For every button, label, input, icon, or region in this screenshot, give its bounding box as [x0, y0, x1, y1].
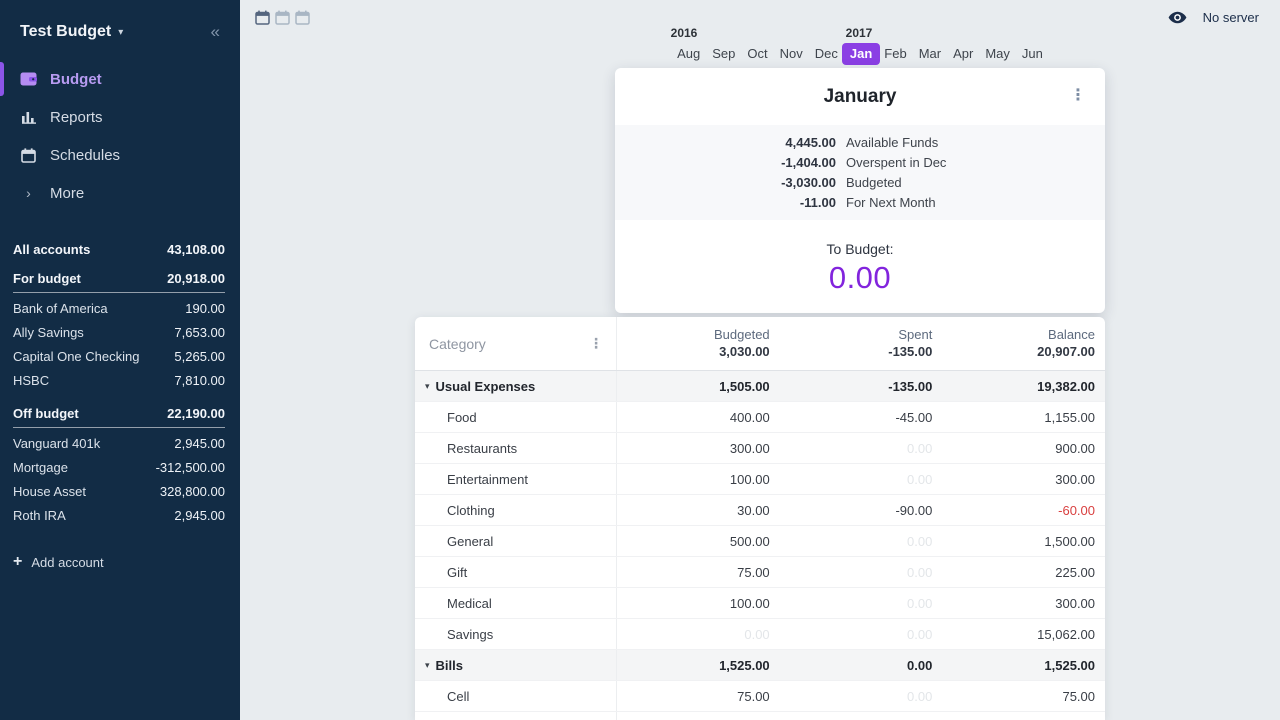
month-apr[interactable]: Apr: [953, 46, 974, 61]
two-month-view-icon[interactable]: [275, 10, 290, 25]
privacy-eye-icon[interactable]: [1168, 11, 1187, 24]
sidebar-item-label: More: [50, 184, 85, 202]
month-summary-card: January ⋮ 4,445.00 Available Funds -1,40…: [615, 68, 1105, 313]
category-row-clothing[interactable]: Clothing 30.00 -90.00 -60.00: [415, 495, 1105, 526]
summary-row-budgeted: -3,030.00 Budgeted: [781, 174, 902, 190]
wallet-icon: [20, 72, 37, 86]
month-menu-kebab-icon[interactable]: ⋮: [1070, 87, 1086, 104]
sidebar-item-budget[interactable]: Budget: [0, 60, 240, 98]
funds-summary: 4,445.00 Available Funds -1,404.00 Overs…: [615, 125, 1105, 220]
category-row-cell[interactable]: Cell 75.00 0.00 75.00: [415, 681, 1105, 712]
one-month-view-icon[interactable]: [255, 10, 270, 25]
section-label: For budget: [13, 271, 81, 286]
summary-row-available-funds: 4,445.00 Available Funds: [785, 134, 939, 150]
to-budget-section: To Budget: 0.00: [615, 220, 1105, 296]
bar-chart-icon: [20, 110, 37, 124]
sidebar-item-more[interactable]: › More: [0, 174, 240, 212]
budgeted-column-header: Budgeted 3,030.00: [714, 327, 770, 359]
category-row-savings[interactable]: Savings 0.00 0.00 15,062.00: [415, 619, 1105, 650]
add-account-label: Add account: [31, 554, 104, 570]
month-navigation: 2016 2017 Aug Sep Oct Nov Dec Jan Feb Ma…: [615, 24, 1105, 66]
category-row-restaurants[interactable]: Restaurants 300.00 0.00 900.00: [415, 433, 1105, 464]
collapse-group-icon[interactable]: ▾: [425, 659, 430, 670]
category-header-cell: Category ⋮: [415, 317, 617, 370]
add-account-button[interactable]: + Add account: [13, 553, 227, 571]
to-budget-label: To Budget:: [826, 241, 894, 257]
month-mar[interactable]: Mar: [918, 46, 942, 61]
month-sep[interactable]: Sep: [712, 46, 736, 61]
chevron-down-icon: ▾: [118, 26, 124, 38]
month-aug[interactable]: Aug: [677, 46, 701, 61]
category-menu-kebab-icon[interactable]: ⋮: [589, 335, 603, 351]
calendar-icon: [20, 147, 37, 163]
three-month-view-icon[interactable]: [295, 10, 310, 25]
month-jan-selected[interactable]: Jan: [841, 43, 881, 65]
clipped-table-row: [415, 712, 1105, 720]
account-row-bank-of-america[interactable]: Bank of America 190.00: [13, 300, 225, 316]
summary-row-next-month: -11.00 For Next Month: [799, 194, 936, 210]
category-row-gift[interactable]: Gift 75.00 0.00 225.00: [415, 557, 1105, 588]
sidebar-item-schedules[interactable]: Schedules: [0, 136, 240, 174]
for-budget-section-header[interactable]: For budget 20,918.00: [13, 271, 225, 293]
plus-icon: +: [13, 553, 23, 570]
balance-column-header: Balance 20,907.00: [1037, 327, 1096, 359]
sidebar-item-label: Schedules: [50, 146, 121, 164]
sidebar-item-reports[interactable]: Reports: [0, 98, 240, 136]
month-feb[interactable]: Feb: [884, 46, 907, 61]
collapse-group-icon[interactable]: ▾: [425, 380, 430, 391]
category-group-row-usual-expenses[interactable]: ▾ Usual Expenses 1,505.00 -135.00 19,382…: [415, 371, 1105, 402]
month-title: January: [823, 85, 897, 107]
category-group-row-bills[interactable]: ▾ Bills 1,525.00 0.00 1,525.00: [415, 650, 1105, 681]
sidebar-item-label: Reports: [50, 108, 103, 126]
budget-file-name: Test Budget: [20, 23, 112, 40]
month-may[interactable]: May: [985, 46, 1010, 61]
month-view-toggles: [255, 10, 310, 25]
category-header-label: Category: [429, 335, 486, 352]
sidebar: Test Budget ▾ « Budget: [0, 0, 240, 720]
budget-file-menu[interactable]: Test Budget ▾: [20, 23, 123, 41]
category-row-entertainment[interactable]: Entertainment 100.00 0.00 300.00: [415, 464, 1105, 495]
spent-column-header: Spent -135.00: [888, 327, 933, 359]
server-status-button[interactable]: No server: [1202, 10, 1259, 25]
month-dec[interactable]: Dec: [814, 46, 838, 61]
section-value: 22,190.00: [167, 406, 225, 421]
months-row: Aug Sep Oct Nov Dec Jan Feb Mar Apr May …: [615, 43, 1105, 65]
sidebar-header: Test Budget ▾ «: [0, 0, 240, 56]
month-jun[interactable]: Jun: [1021, 46, 1043, 61]
sidebar-item-label: Budget: [50, 70, 102, 88]
table-header: Category ⋮ Budgeted 3,030.00 Spent -135.…: [415, 317, 1105, 371]
budget-main: No server 2016 2017 Aug Sep Oct Nov Dec …: [240, 0, 1280, 720]
section-value: 20,918.00: [167, 271, 225, 286]
to-budget-amount[interactable]: 0.00: [828, 260, 892, 295]
collapse-sidebar-icon[interactable]: «: [210, 22, 220, 41]
sidebar-nav: Budget Reports S: [0, 60, 240, 212]
account-row-mortgage[interactable]: Mortgage -312,500.00: [13, 459, 225, 475]
off-budget-section-header[interactable]: Off budget 22,190.00: [13, 406, 225, 428]
accounts-list: All accounts 43,108.00 For budget 20,918…: [0, 242, 240, 571]
account-row-capital-one-checking[interactable]: Capital One Checking 5,265.00: [13, 348, 225, 364]
year-label-2017: 2017: [845, 26, 873, 40]
account-row-roth-ira[interactable]: Roth IRA 2,945.00: [13, 507, 225, 523]
budget-table: Category ⋮ Budgeted 3,030.00 Spent -135.…: [415, 317, 1105, 720]
account-row-vanguard-401k[interactable]: Vanguard 401k 2,945.00: [13, 435, 225, 451]
year-label-2016: 2016: [670, 26, 698, 40]
card-titlebar: January ⋮: [615, 68, 1105, 125]
summary-row-overspent: -1,404.00 Overspent in Dec: [781, 154, 947, 170]
account-row-house-asset[interactable]: House Asset 328,800.00: [13, 483, 225, 499]
month-oct[interactable]: Oct: [747, 46, 768, 61]
section-label: Off budget: [13, 406, 79, 421]
category-row-medical[interactable]: Medical 100.00 0.00 300.00: [415, 588, 1105, 619]
all-accounts-row[interactable]: All accounts 43,108.00: [13, 242, 225, 257]
month-nov[interactable]: Nov: [779, 46, 803, 61]
all-accounts-label: All accounts: [13, 242, 91, 257]
all-accounts-value: 43,108.00: [167, 242, 225, 257]
category-row-food[interactable]: Food 400.00 -45.00 1,155.00: [415, 402, 1105, 433]
account-row-ally-savings[interactable]: Ally Savings 7,653.00: [13, 324, 225, 340]
category-row-general[interactable]: General 500.00 0.00 1,500.00: [415, 526, 1105, 557]
account-row-hsbc[interactable]: HSBC 7,810.00: [13, 372, 225, 388]
chevron-right-icon: ›: [26, 185, 31, 201]
server-status-area: No server: [1168, 10, 1259, 25]
